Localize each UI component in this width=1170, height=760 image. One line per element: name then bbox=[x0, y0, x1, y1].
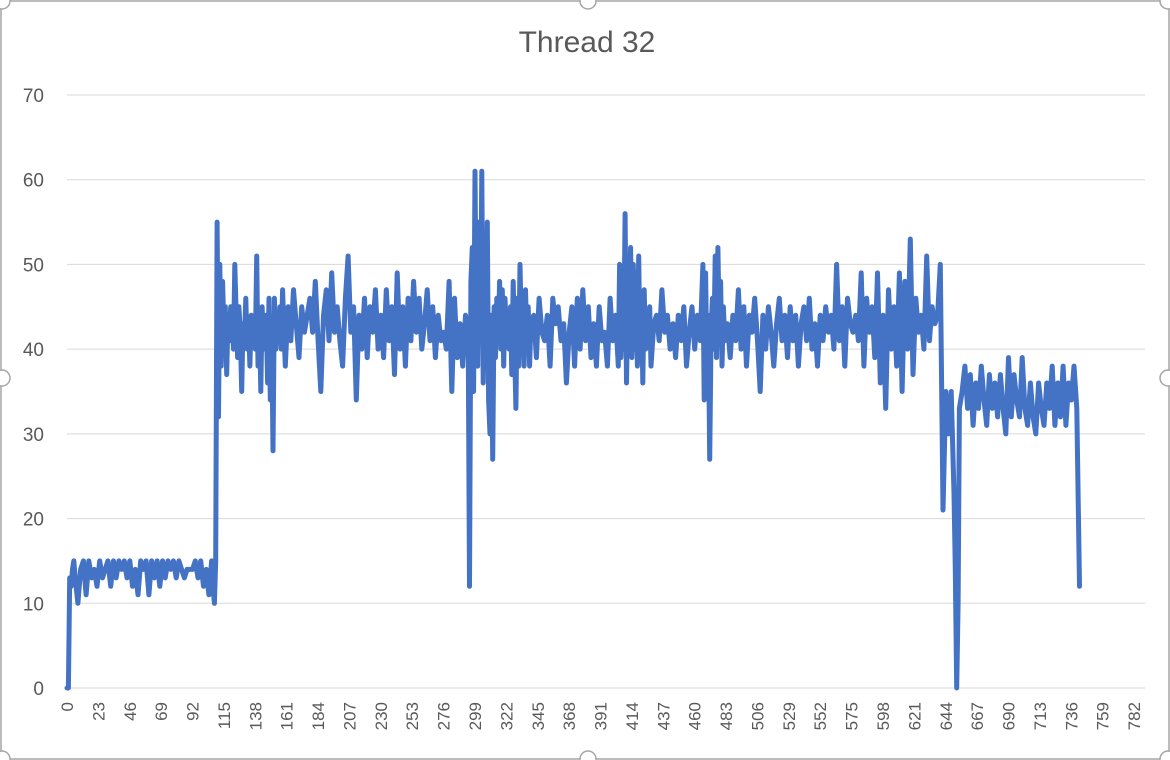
x-tick-label: 92 bbox=[184, 702, 203, 721]
x-tick-label: 552 bbox=[811, 702, 830, 730]
resize-handle[interactable] bbox=[1159, 369, 1170, 387]
x-tick-label: 184 bbox=[309, 702, 328, 730]
x-tick-label: 253 bbox=[403, 702, 422, 730]
x-tick-label: 322 bbox=[497, 702, 516, 730]
resize-handle[interactable] bbox=[1159, 0, 1170, 10]
y-tick-label: 30 bbox=[23, 425, 44, 446]
x-tick-label: 736 bbox=[1062, 702, 1081, 730]
x-tick-label: 506 bbox=[748, 702, 767, 730]
x-tick-label: 713 bbox=[1031, 702, 1050, 730]
resize-handle[interactable] bbox=[1159, 750, 1170, 760]
x-tick-label: 391 bbox=[592, 702, 611, 730]
x-axis-tick-labels: 0 23 46 69 92 115 138 161 184 207 230 253 276 299 322 3… bbox=[58, 702, 1144, 730]
y-tick-label: 20 bbox=[23, 510, 44, 531]
series-layer bbox=[64, 168, 1082, 691]
x-tick-label: 529 bbox=[780, 702, 799, 730]
series-line-0 bbox=[64, 168, 1082, 691]
x-tick-label: 598 bbox=[874, 702, 893, 730]
y-tick-label: 0 bbox=[33, 679, 44, 700]
chart-title: Thread 32 bbox=[519, 26, 656, 59]
x-tick-label: 782 bbox=[1125, 702, 1144, 730]
x-tick-label: 368 bbox=[560, 702, 579, 730]
resize-handle[interactable] bbox=[0, 0, 11, 10]
x-tick-label: 460 bbox=[686, 702, 705, 730]
resize-handle[interactable] bbox=[0, 750, 11, 760]
resize-handle[interactable] bbox=[0, 369, 11, 387]
y-tick-label: 40 bbox=[23, 340, 44, 361]
y-tick-label: 10 bbox=[23, 594, 44, 615]
x-tick-label: 138 bbox=[246, 702, 265, 730]
y-tick-label: 50 bbox=[23, 255, 44, 276]
x-tick-label: 345 bbox=[529, 702, 548, 730]
x-tick-label: 299 bbox=[466, 702, 485, 730]
y-tick-label: 70 bbox=[23, 86, 44, 107]
x-tick-label: 276 bbox=[435, 702, 454, 730]
x-tick-label: 690 bbox=[1000, 702, 1019, 730]
x-tick-label: 414 bbox=[623, 702, 642, 730]
x-tick-label: 483 bbox=[717, 702, 736, 730]
y-axis-tick-labels: 0 10 20 30 40 50 60 70 bbox=[23, 86, 44, 700]
resize-handle[interactable] bbox=[579, 750, 597, 760]
x-tick-label: 644 bbox=[937, 702, 956, 730]
x-tick-label: 667 bbox=[968, 702, 987, 730]
x-tick-label: 759 bbox=[1094, 702, 1113, 730]
x-tick-label: 69 bbox=[152, 702, 171, 721]
resize-handle[interactable] bbox=[579, 0, 597, 10]
x-tick-label: 207 bbox=[340, 702, 359, 730]
x-tick-label: 0 bbox=[58, 702, 77, 711]
x-tick-label: 46 bbox=[121, 702, 140, 721]
x-tick-label: 230 bbox=[372, 702, 391, 730]
x-tick-label: 115 bbox=[215, 702, 234, 729]
y-tick-label: 60 bbox=[23, 171, 44, 192]
x-tick-label: 575 bbox=[843, 702, 862, 730]
x-tick-label: 437 bbox=[654, 702, 673, 730]
x-tick-label: 161 bbox=[278, 702, 297, 730]
x-tick-label: 621 bbox=[905, 702, 924, 730]
x-tick-label: 23 bbox=[89, 702, 108, 721]
